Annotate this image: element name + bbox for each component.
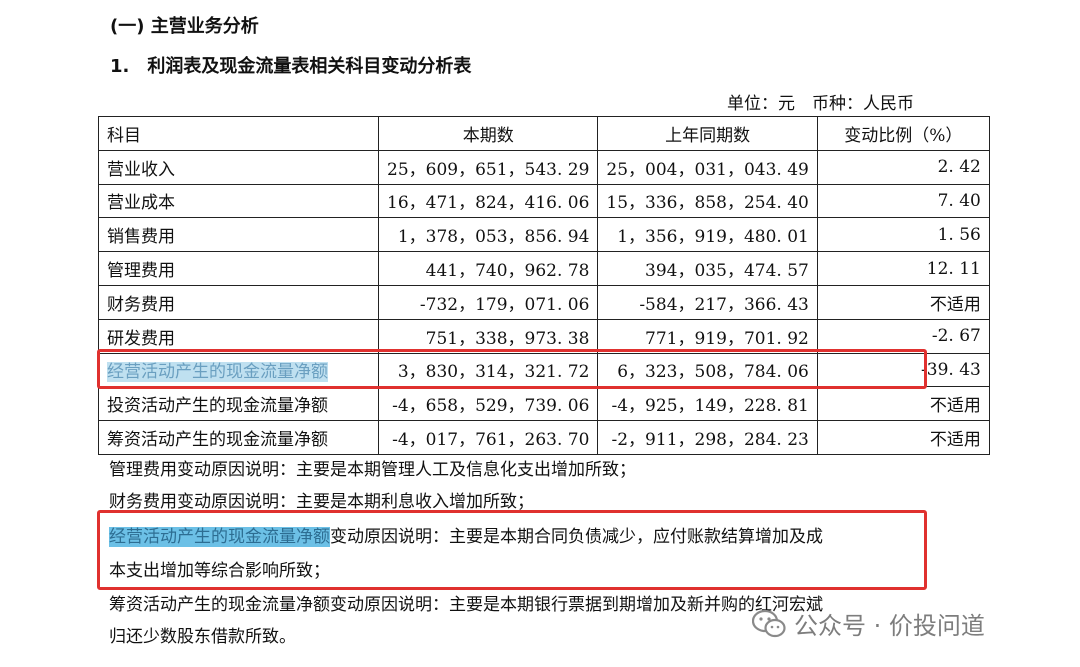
change-ratio: 不适用 bbox=[816, 284, 990, 320]
table-row: 销售费用 1，378，053，856. 94 1，356，919，480. 01… bbox=[98, 217, 990, 253]
subsection-title: 1. 利润表及现金流量表相关科目变动分析表 bbox=[110, 56, 472, 77]
row-label: 筹资活动产生的现金流量净额 bbox=[98, 420, 379, 455]
current-value: 751，338，973. 38 bbox=[377, 318, 599, 354]
highlighted-text: 经营活动产生的现金流量净额 bbox=[107, 362, 328, 383]
header-item: 科目 bbox=[98, 116, 379, 151]
current-value: 441，740，962. 78 bbox=[377, 251, 599, 286]
highlighted-text: 经营活动产生的现金流量净额 bbox=[109, 527, 330, 547]
note-financing-cashflow: 筹资活动产生的现金流量净额变动原因说明：主要是本期银行票据到期增加及新并购的红河… bbox=[109, 595, 823, 615]
current-value: -732，179，071. 06 bbox=[377, 284, 599, 320]
table-row: 营业成本 16，471，824，416. 06 15，336，858，254. … bbox=[98, 183, 990, 219]
current-value: -4，658，529，739. 06 bbox=[377, 386, 599, 422]
change-ratio: 2. 42 bbox=[816, 149, 990, 185]
header-change-ratio: 变动比例（%） bbox=[816, 116, 990, 151]
change-ratio: 不适用 bbox=[816, 386, 990, 422]
section-title: (一) 主营业务分析 bbox=[110, 16, 259, 37]
change-ratio: -39. 43 bbox=[816, 352, 990, 388]
row-label: 经营活动产生的现金流量净额 bbox=[98, 352, 379, 388]
prior-value: 394，035，474. 57 bbox=[597, 251, 818, 286]
current-value: 3，830，314，321. 72 bbox=[377, 352, 599, 388]
row-label: 营业成本 bbox=[98, 183, 379, 219]
prior-value: -584，217，366. 43 bbox=[597, 284, 818, 320]
header-current-period: 本期数 bbox=[377, 116, 599, 151]
row-label: 财务费用 bbox=[98, 284, 379, 320]
change-ratio: 1. 56 bbox=[816, 217, 990, 253]
unit-currency-line: 单位：元 币种：人民币 bbox=[727, 94, 914, 114]
change-ratio: -2. 67 bbox=[816, 318, 990, 354]
current-value: 1，378，053，856. 94 bbox=[377, 217, 599, 253]
prior-value: 6，323，508，784. 06 bbox=[597, 352, 818, 388]
change-ratio: 不适用 bbox=[816, 420, 990, 455]
note-admin-expense: 管理费用变动原因说明：主要是本期管理人工及信息化支出增加所致； bbox=[109, 460, 636, 480]
prior-value: -4，925，149，228. 81 bbox=[597, 386, 818, 422]
row-label: 营业收入 bbox=[98, 149, 379, 185]
prior-value: 1，356，919，480. 01 bbox=[597, 217, 818, 253]
wechat-icon bbox=[752, 609, 786, 637]
row-label: 管理费用 bbox=[98, 251, 379, 286]
table-row: 营业收入 25，609，651，543. 29 25，004，031，043. … bbox=[98, 149, 990, 185]
current-value: -4，017，761，263. 70 bbox=[377, 420, 599, 455]
watermark: 公众号 · 价投问道 bbox=[752, 606, 985, 641]
table-row: 研发费用 751，338，973. 38 771，919，701. 92 -2.… bbox=[98, 318, 990, 354]
financial-table: 科目 本期数 上年同期数 变动比例（%） 营业收入 25，609，651，543… bbox=[98, 116, 990, 455]
row-label: 投资活动产生的现金流量净额 bbox=[98, 386, 379, 422]
prior-value: 25，004，031，043. 49 bbox=[597, 149, 818, 185]
row-label: 销售费用 bbox=[98, 217, 379, 253]
change-ratio: 7. 40 bbox=[816, 183, 990, 219]
note-financing-cashflow-line2: 归还少数股东借款所致。 bbox=[109, 627, 296, 647]
table-row: 管理费用 441，740，962. 78 394，035，474. 57 12.… bbox=[98, 251, 990, 286]
current-value: 25，609，651，543. 29 bbox=[377, 149, 599, 185]
note-operating-cashflow: 经营活动产生的现金流量净额变动原因说明：主要是本期合同负债减少，应付账款结算增加… bbox=[109, 527, 823, 547]
prior-value: 15，336，858，254. 40 bbox=[597, 183, 818, 219]
annotation-box-note bbox=[97, 510, 927, 590]
header-prior-period: 上年同期数 bbox=[597, 116, 818, 151]
change-ratio: 12. 11 bbox=[816, 251, 990, 286]
table-row-highlighted: 经营活动产生的现金流量净额 3，830，314，321. 72 6，323，50… bbox=[98, 352, 990, 388]
table-row: 筹资活动产生的现金流量净额 -4，017，761，263. 70 -2，911，… bbox=[98, 420, 990, 455]
annotation-box-table-row bbox=[97, 349, 927, 389]
table-header-row: 科目 本期数 上年同期数 变动比例（%） bbox=[98, 116, 990, 151]
watermark-text: 公众号 · 价投问道 bbox=[794, 612, 985, 640]
note-operating-cashflow-line2: 本支出增加等综合影响所致； bbox=[109, 561, 330, 581]
prior-value: 771，919，701. 92 bbox=[597, 318, 818, 354]
current-value: 16，471，824，416. 06 bbox=[377, 183, 599, 219]
prior-value: -2，911，298，284. 23 bbox=[597, 420, 818, 455]
row-label: 研发费用 bbox=[98, 318, 379, 354]
note-finance-expense: 财务费用变动原因说明：主要是本期利息收入增加所致； bbox=[109, 492, 534, 512]
table-row: 投资活动产生的现金流量净额 -4，658，529，739. 06 -4，925，… bbox=[98, 386, 990, 422]
table-row: 财务费用 -732，179，071. 06 -584，217，366. 43 不… bbox=[98, 284, 990, 320]
